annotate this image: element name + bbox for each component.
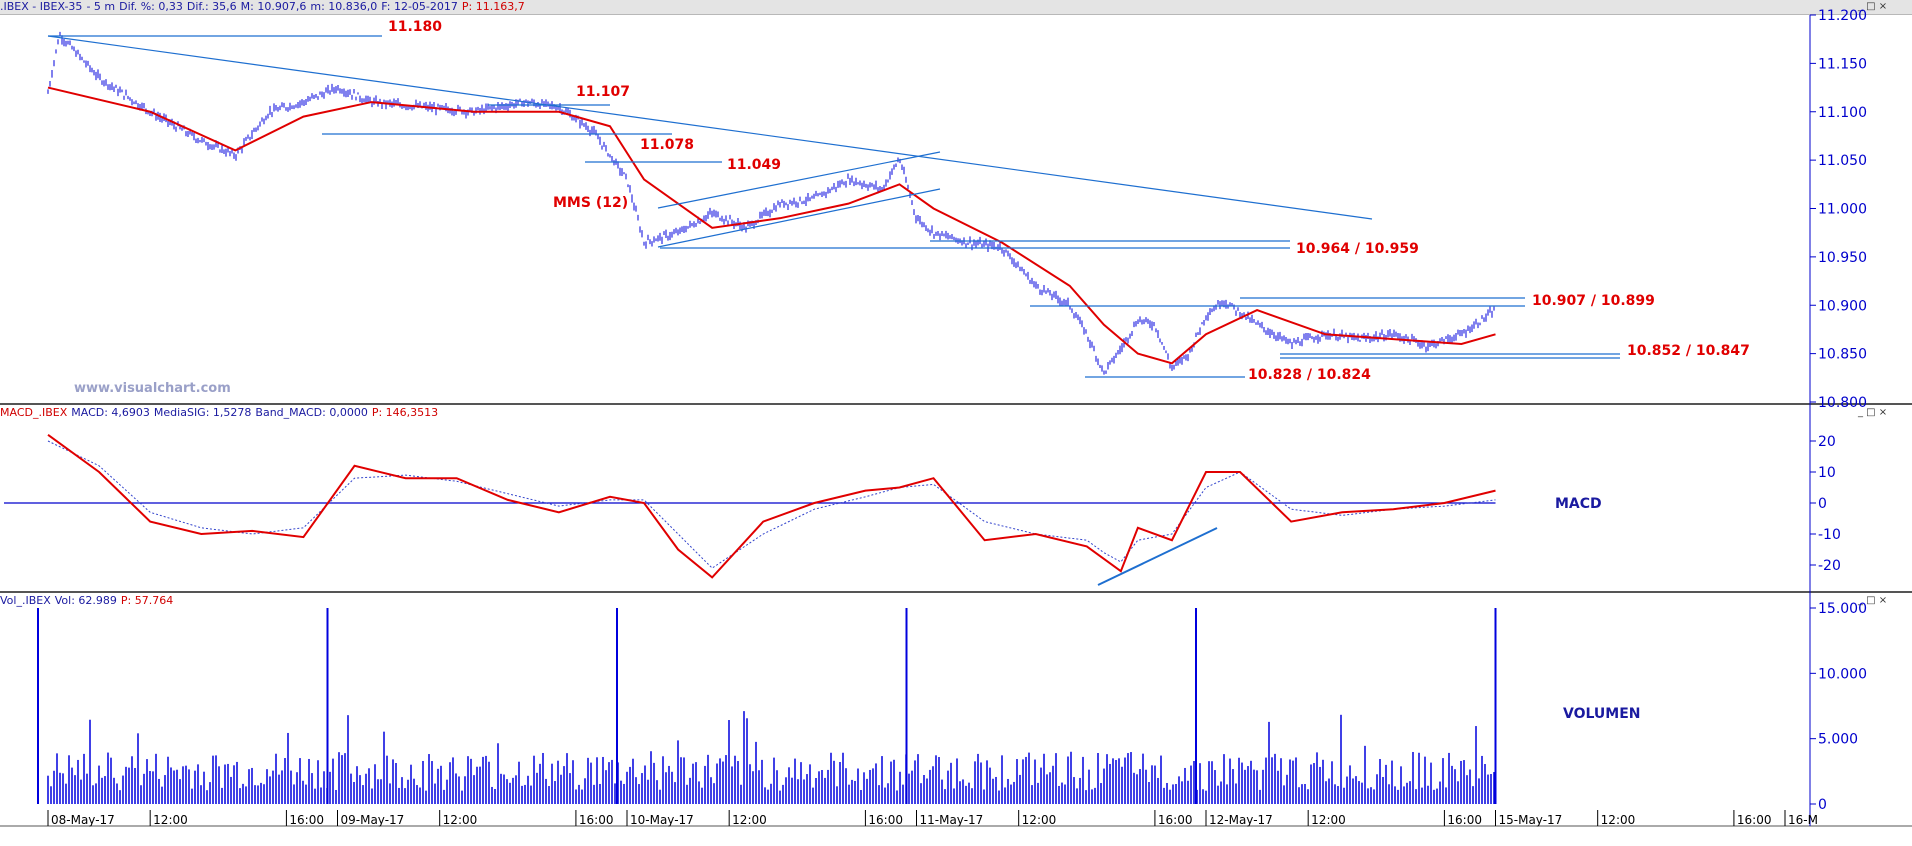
price-window-controls[interactable]: _ □ × [1858,1,1888,12]
price-axis-tick: 11.150 [1818,56,1867,72]
annotation-10828-10824: 10.828 / 10.824 [1248,367,1371,383]
symbol-label: .IBEX - IBEX-35 [0,0,83,13]
x-axis-label: 12:00 [443,813,478,827]
volume-panel-label: VOLUMEN [1563,706,1641,722]
volume-axis-tick: 15.000 [1818,601,1867,617]
macd-window-controls[interactable]: _ □ × [1858,407,1888,418]
macd-axis-tick: -20 [1818,558,1841,574]
annotation-11180: 11.180 [388,19,442,35]
dif-label: Dif.: 35,6 [186,0,237,13]
price-axis-tick: 11.200 [1818,8,1867,24]
channel-upper-line [657,151,941,209]
macd-name-label: MACD_.IBEX [0,406,68,419]
x-axis-label: 16:00 [868,813,903,827]
macd-axis-tick: 0 [1818,496,1827,512]
annotation-11107: 11.107 [576,84,630,100]
macd-signal-line [47,440,1496,569]
x-axis-label: 15-May-17 [1499,813,1563,827]
x-axis-label: 11-May-17 [920,813,984,827]
dif-pct-label: Dif. %: 0,33 [119,0,183,13]
x-axis-label: 16:00 [579,813,614,827]
annotation-mms12: MMS (12) [553,195,628,211]
price-axis-tick: 11.000 [1818,202,1867,218]
volume-name-label: Vol_.IBEX [0,594,51,607]
x-axis-label: 16:00 [1158,813,1193,827]
x-axis-label: 12:00 [1022,813,1057,827]
macd-panel-label: MACD [1555,496,1602,512]
x-axis-label: 12-May-17 [1209,813,1273,827]
volume-axis-tick: 0 [1818,797,1827,813]
x-axis-label: 09-May-17 [341,813,405,827]
price-axis-tick: 11.050 [1818,153,1867,169]
volume-axis-tick: 5.000 [1818,732,1858,748]
volume-last-label: P: 57.764 [120,594,174,607]
price-panel-header: .IBEX - IBEX-35- 5 m Dif. %: 0,33 Dif.: 35… [0,0,1912,15]
macd-last-label: P: 146,3513 [371,406,439,419]
price-axis-tick: 10.950 [1818,250,1867,266]
macd-band-label: Band_MACD: 0,0000 [255,406,368,419]
macd-divergence-line [1097,527,1218,586]
macd-value-label: MACD: 4,6903 [71,406,150,419]
watermark: www.visualchart.com [74,381,231,396]
price-axis-tick: 10.900 [1818,298,1867,314]
price-axis-tick: 10.800 [1818,395,1867,411]
volume-panel-header: Vol_.IBEX Vol: 62.989 P: 57.764 [0,594,1912,608]
volume-window-controls[interactable]: _ □ × [1858,595,1888,606]
channel-lower-line [657,188,941,248]
annotation-10852-10847: 10.852 / 10.847 [1627,343,1750,359]
annotation-11078: 11.078 [640,137,694,153]
macd-line [47,433,1496,579]
macd-axis-tick: 10 [1818,465,1836,481]
x-axis-label: 12:00 [1311,813,1346,827]
max-label: M: 10.907,6 [240,0,307,13]
annotation-10907-10899: 10.907 / 10.899 [1532,293,1655,309]
last-price-label: P: 11.163,7 [461,0,525,13]
x-axis-label: 10-May-17 [630,813,694,827]
main-downtrend-line [47,35,1373,220]
ma-line [47,86,1496,365]
volume-axis-tick: 10.000 [1818,666,1867,682]
x-axis-label: 12:00 [1601,813,1636,827]
x-axis-label: 16:00 [1737,813,1772,827]
macd-panel-header: MACD_.IBEX MACD: 4,6903 MediaSIG: 1,5278 Ba… [0,406,1912,420]
x-axis-label: 16:00 [1447,813,1482,827]
annotation-10964-10959: 10.964 / 10.959 [1296,241,1419,257]
min-label: m: 10.836,0 [310,0,378,13]
macd-axis-tick: -10 [1818,527,1841,543]
price-axis-tick: 10.850 [1818,347,1867,363]
interval-label: - 5 m [86,0,116,13]
macd-signal-label: MediaSIG: 1,5278 [153,406,252,419]
macd-axis-tick: 20 [1818,434,1836,450]
x-axis-label: 16-M [1788,813,1818,827]
date-label: F: 12-05-2017 [381,0,458,13]
x-axis-label: 12:00 [153,813,188,827]
x-axis-label: 08-May-17 [51,813,115,827]
volume-value-label: Vol: 62.989 [54,594,117,607]
annotation-11049: 11.049 [727,157,781,173]
x-axis-label: 16:00 [289,813,324,827]
price-axis-tick: 11.100 [1818,105,1867,121]
x-axis-label: 12:00 [732,813,767,827]
trendlines [47,35,1620,586]
